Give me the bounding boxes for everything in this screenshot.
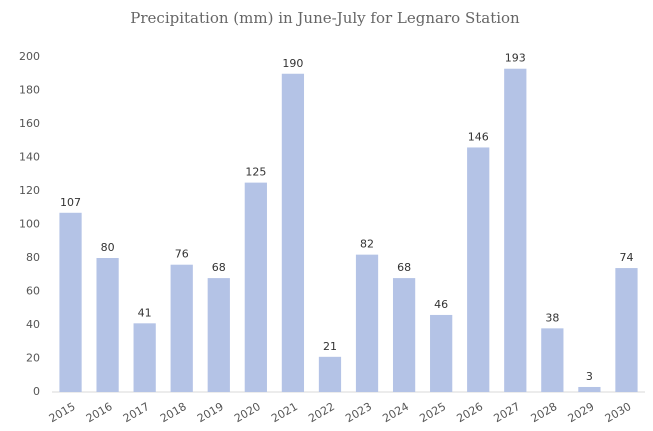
bar: [355, 254, 379, 392]
x-tick-label: 2027: [492, 400, 523, 425]
data-label: 68: [397, 261, 411, 274]
data-label: 76: [175, 248, 189, 261]
bar: [281, 73, 305, 392]
x-tick-label: 2020: [232, 400, 263, 425]
data-label: 125: [245, 166, 266, 179]
y-tick-label: 100: [19, 218, 40, 231]
bar: [467, 147, 490, 392]
x-tick-label: 2015: [47, 400, 78, 425]
data-label: 193: [505, 52, 526, 65]
data-label: 21: [323, 340, 337, 353]
bar: [207, 278, 230, 392]
x-tick-label: 2024: [380, 400, 411, 425]
x-tick-label: 2021: [269, 400, 300, 425]
x-tick-label: 2025: [417, 400, 448, 425]
data-label: 46: [434, 298, 448, 311]
y-tick-label: 200: [19, 50, 40, 63]
bar: [392, 278, 416, 392]
data-label: 82: [360, 238, 374, 251]
bar: [96, 258, 119, 392]
data-label: 41: [138, 306, 152, 319]
chart-title: Precipitation (mm) in June-July for Legn…: [130, 9, 520, 27]
y-tick-label: 120: [19, 184, 40, 197]
x-tick-label: 2016: [84, 400, 115, 425]
y-tick-label: 140: [19, 151, 40, 164]
y-tick-label: 160: [19, 117, 40, 130]
data-label: 74: [619, 251, 633, 264]
data-label: 80: [101, 241, 115, 254]
bar: [318, 356, 342, 392]
bar: [133, 323, 156, 392]
bar: [430, 314, 453, 392]
bar: [244, 182, 267, 392]
y-tick-label: 20: [26, 352, 40, 365]
data-label: 107: [60, 196, 81, 209]
bar: [578, 386, 601, 392]
x-tick-label: 2017: [121, 400, 152, 425]
x-tick-label: 2030: [603, 400, 634, 425]
data-label: 146: [468, 130, 489, 143]
bar: [615, 268, 638, 392]
data-label: 68: [212, 261, 226, 274]
bar: [504, 68, 527, 392]
x-tick-label: 2028: [529, 400, 560, 425]
bar: [170, 264, 193, 392]
x-tick-label: 2023: [343, 400, 374, 425]
y-tick-label: 80: [26, 251, 40, 264]
y-tick-label: 0: [33, 385, 40, 398]
y-tick-label: 60: [26, 285, 40, 298]
x-tick-label: 2026: [454, 400, 485, 425]
x-tick-label: 2022: [306, 400, 337, 425]
data-label: 3: [586, 370, 593, 383]
bar: [59, 212, 82, 392]
y-tick-label: 180: [19, 84, 40, 97]
x-tick-label: 2018: [158, 400, 189, 425]
data-label: 38: [545, 311, 559, 324]
data-label: 190: [282, 57, 303, 70]
y-tick-label: 40: [26, 318, 40, 331]
bar: [541, 328, 564, 392]
x-tick-label: 2029: [566, 400, 597, 425]
x-tick-label: 2019: [195, 400, 226, 425]
